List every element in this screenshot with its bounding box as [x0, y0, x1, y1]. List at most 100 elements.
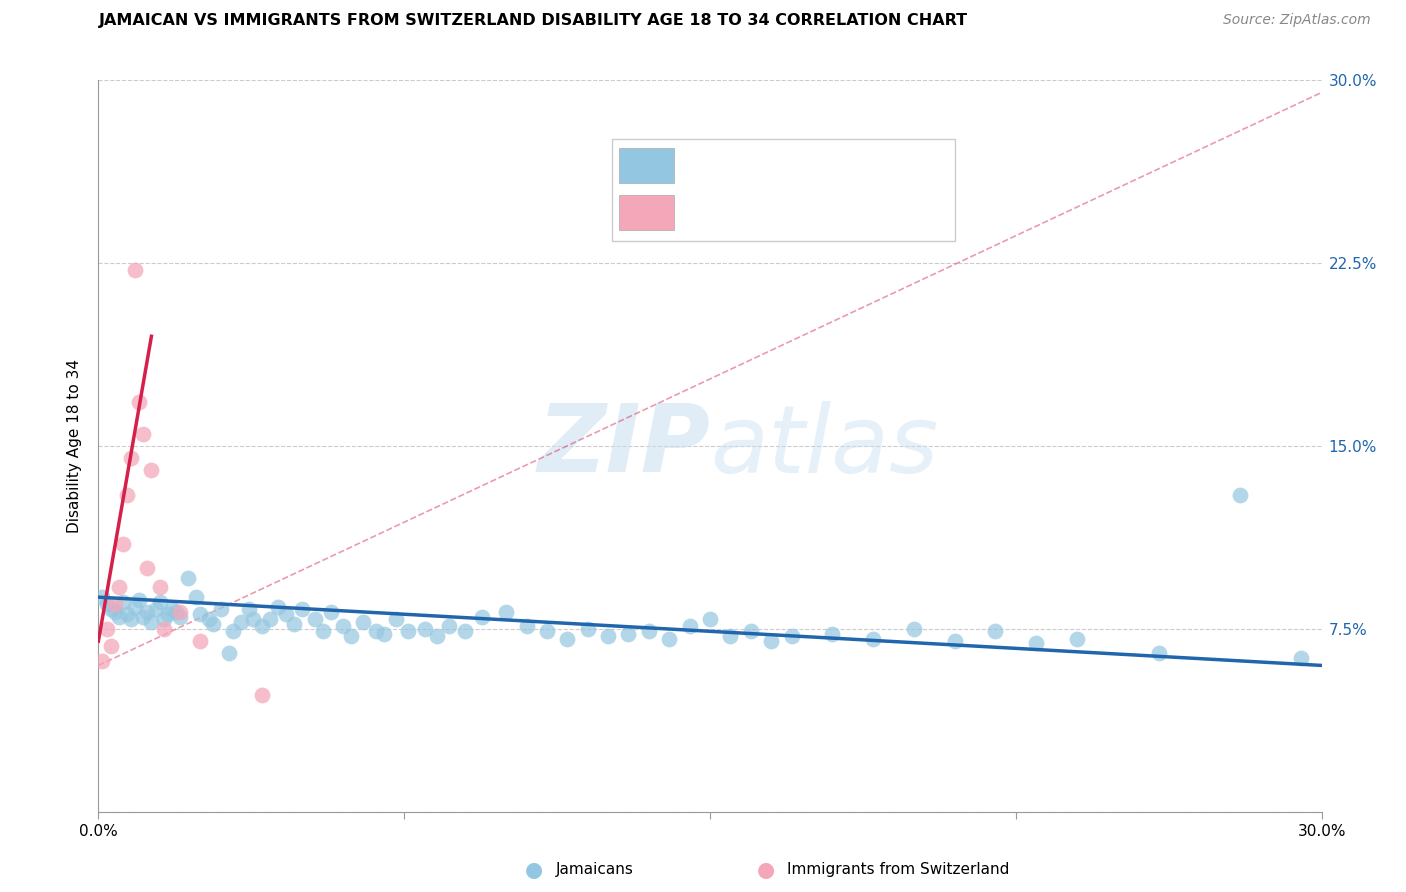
- Point: [165, 605, 187, 619]
- Point: [495, 605, 517, 619]
- Text: Source: ZipAtlas.com: Source: ZipAtlas.com: [1223, 13, 1371, 28]
- Point: [238, 602, 260, 616]
- Point: [128, 592, 150, 607]
- Point: [617, 626, 640, 640]
- Point: [132, 426, 155, 441]
- Point: [373, 626, 395, 640]
- Point: [984, 624, 1007, 639]
- Point: [259, 612, 281, 626]
- Point: [120, 612, 142, 626]
- Point: [136, 561, 159, 575]
- Point: [152, 622, 174, 636]
- Point: [340, 629, 363, 643]
- Point: [1066, 632, 1088, 646]
- Text: JAMAICAN VS IMMIGRANTS FROM SWITZERLAND DISABILITY AGE 18 TO 34 CORRELATION CHAR: JAMAICAN VS IMMIGRANTS FROM SWITZERLAND …: [98, 13, 967, 29]
- Point: [149, 595, 172, 609]
- Point: [115, 488, 138, 502]
- Point: [1291, 651, 1313, 665]
- Point: [141, 463, 163, 477]
- Point: [149, 581, 172, 595]
- Point: [104, 598, 127, 612]
- Point: [156, 607, 179, 622]
- Point: [124, 599, 146, 614]
- Point: [120, 451, 142, 466]
- Point: [1229, 488, 1251, 502]
- Point: [111, 536, 134, 550]
- Point: [638, 624, 661, 639]
- Point: [231, 615, 253, 629]
- Point: [943, 634, 966, 648]
- Point: [96, 598, 118, 612]
- Point: [91, 654, 114, 668]
- Y-axis label: Disability Age 18 to 34: Disability Age 18 to 34: [67, 359, 83, 533]
- Point: [267, 599, 290, 614]
- Point: [186, 590, 208, 604]
- Point: [598, 629, 620, 643]
- Point: [132, 609, 155, 624]
- Point: [720, 629, 742, 643]
- Point: [188, 607, 212, 622]
- Point: [169, 609, 191, 624]
- Point: [96, 622, 118, 636]
- Point: [426, 629, 449, 643]
- Point: [437, 619, 460, 633]
- Text: Immigrants from Switzerland: Immigrants from Switzerland: [787, 863, 1010, 877]
- Point: [304, 612, 326, 626]
- Point: [903, 622, 925, 636]
- Point: [250, 688, 273, 702]
- Point: [862, 632, 884, 646]
- Point: [761, 634, 783, 648]
- Point: [177, 571, 200, 585]
- Point: [136, 605, 159, 619]
- Point: [312, 624, 335, 639]
- Point: [396, 624, 419, 639]
- Text: ●: ●: [526, 860, 543, 880]
- Point: [319, 605, 342, 619]
- Point: [576, 622, 599, 636]
- Point: [201, 617, 224, 632]
- Point: [160, 602, 183, 616]
- Point: [454, 624, 477, 639]
- Point: [222, 624, 245, 639]
- Point: [1025, 636, 1047, 650]
- Text: ●: ●: [758, 860, 775, 880]
- Point: [124, 263, 146, 277]
- Point: [780, 629, 803, 643]
- Point: [699, 612, 721, 626]
- Point: [145, 602, 167, 616]
- Point: [128, 395, 150, 409]
- Point: [108, 581, 131, 595]
- Point: [111, 595, 134, 609]
- Point: [242, 612, 264, 626]
- Point: [471, 609, 494, 624]
- Point: [108, 609, 131, 624]
- Text: atlas: atlas: [710, 401, 938, 491]
- Point: [100, 639, 122, 653]
- Point: [679, 619, 702, 633]
- Point: [218, 646, 240, 660]
- Point: [283, 617, 305, 632]
- Point: [141, 615, 163, 629]
- Point: [352, 615, 374, 629]
- Point: [364, 624, 387, 639]
- Point: [274, 607, 297, 622]
- Point: [658, 632, 681, 646]
- Point: [91, 590, 114, 604]
- Point: [557, 632, 579, 646]
- Point: [536, 624, 558, 639]
- Point: [115, 607, 138, 622]
- Point: [152, 612, 174, 626]
- Point: [740, 624, 762, 639]
- Point: [169, 605, 191, 619]
- Point: [100, 602, 122, 616]
- Point: [516, 619, 538, 633]
- Point: [385, 612, 408, 626]
- Point: [332, 619, 354, 633]
- Point: [413, 622, 436, 636]
- Point: [209, 602, 232, 616]
- Point: [821, 626, 844, 640]
- Text: Jamaicans: Jamaicans: [555, 863, 633, 877]
- Point: [104, 605, 127, 619]
- Point: [188, 634, 212, 648]
- Point: [1147, 646, 1170, 660]
